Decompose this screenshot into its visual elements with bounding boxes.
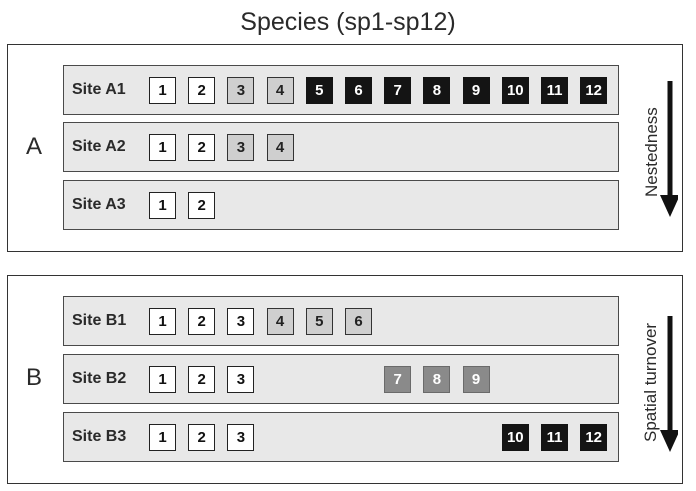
species-box-6: 6 — [345, 308, 372, 335]
species-box-1: 1 — [149, 134, 176, 161]
nestedness-label: Nestedness — [642, 107, 661, 197]
species-box-3: 3 — [227, 77, 255, 104]
site-row-a1: Site A1 1 2 3 4 5 6 7 8 9 10 11 12 — [63, 65, 619, 115]
spatial-turnover-label: Spatial turnover — [641, 322, 660, 442]
species-box-5: 5 — [305, 77, 333, 104]
species-box-7: 7 — [384, 366, 412, 393]
species-box-3: 3 — [227, 134, 255, 161]
panel-b-label: B — [26, 364, 43, 391]
figure-title: Species (sp1-sp12) — [240, 8, 456, 36]
site-label-b3: Site B3 — [72, 428, 127, 445]
species-box-10: 10 — [501, 77, 529, 104]
species-box-9: 9 — [462, 366, 490, 393]
site-label-b1: Site B1 — [72, 312, 127, 329]
species-box-1: 1 — [149, 77, 176, 104]
species-box-4: 4 — [266, 134, 294, 161]
species-box-2: 2 — [188, 134, 216, 161]
species-box-11: 11 — [541, 77, 568, 104]
site-label-a2: Site A2 — [72, 138, 126, 155]
site-label-a3: Site A3 — [72, 196, 126, 213]
species-box-8: 8 — [423, 77, 451, 104]
species-box-2: 2 — [188, 366, 216, 393]
species-box-2: 2 — [188, 308, 216, 335]
species-box-6: 6 — [345, 77, 372, 104]
species-box-7: 7 — [384, 77, 412, 104]
nestedness-arrow-icon — [660, 81, 678, 217]
species-box-11: 11 — [541, 424, 568, 451]
panel-a-label: A — [26, 133, 43, 160]
site-row-b3: Site B3 1 2 3 10 11 12 — [63, 412, 619, 462]
species-box-9: 9 — [462, 77, 490, 104]
species-box-2: 2 — [188, 192, 216, 219]
species-box-2: 2 — [188, 77, 216, 104]
species-box-3: 3 — [227, 424, 255, 451]
species-box-12: 12 — [580, 424, 608, 451]
species-box-2: 2 — [188, 424, 216, 451]
site-label-a1: Site A1 — [72, 81, 126, 98]
site-label-b2: Site B2 — [72, 370, 127, 387]
species-box-4: 4 — [266, 308, 294, 335]
species-box-3: 3 — [227, 308, 255, 335]
species-box-1: 1 — [149, 366, 176, 393]
species-box-1: 1 — [149, 192, 176, 219]
species-box-3: 3 — [227, 366, 255, 393]
species-box-1: 1 — [149, 308, 176, 335]
species-box-5: 5 — [305, 308, 333, 335]
species-box-4: 4 — [266, 77, 294, 104]
spatial-turnover-arrow-icon — [660, 316, 678, 452]
species-box-10: 10 — [501, 424, 529, 451]
species-box-12: 12 — [580, 77, 608, 104]
species-box-1: 1 — [149, 424, 176, 451]
species-box-8: 8 — [423, 366, 451, 393]
